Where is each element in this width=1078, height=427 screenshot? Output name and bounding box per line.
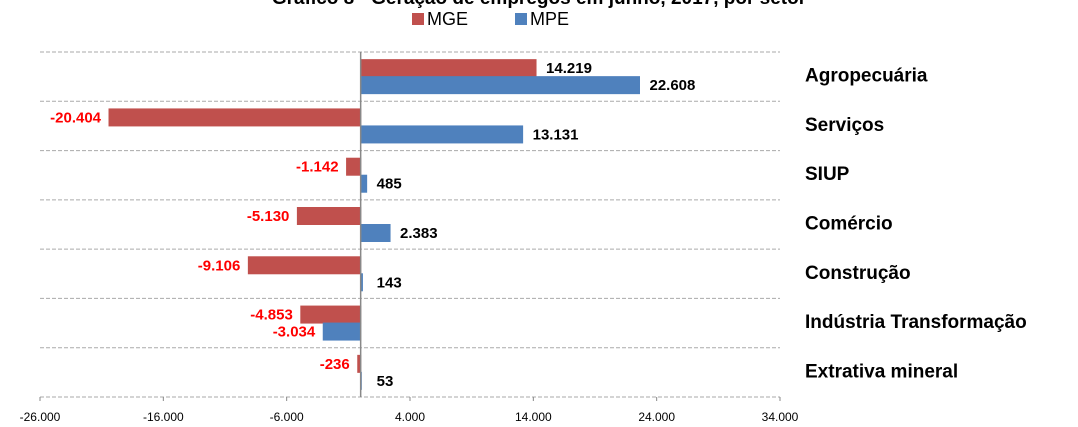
bar (360, 59, 537, 78)
value-label: -5.130 (247, 208, 290, 225)
category-label: SIUP (805, 164, 850, 185)
x-tick-label: 4.000 (395, 410, 425, 424)
x-tick-label: -6.000 (270, 410, 304, 424)
legend-swatch (515, 13, 527, 25)
bar (360, 224, 391, 242)
bar (300, 305, 362, 324)
value-label: 2.383 (400, 225, 438, 242)
category-label: Agropecuária (805, 66, 928, 87)
value-label: 53 (377, 373, 394, 390)
bar (360, 125, 524, 144)
value-label: -1.142 (296, 159, 339, 176)
value-label: 143 (377, 274, 402, 291)
category-label: Construção (805, 263, 911, 284)
legend-label: MGE (427, 9, 468, 29)
value-label: 14.219 (546, 60, 592, 77)
chart-title: Gráfico 8 - Geração de empregos em junho… (272, 0, 807, 9)
bar (346, 157, 362, 176)
bar (108, 108, 362, 127)
category-label: Extrativa mineral (805, 361, 958, 382)
category-label: Comércio (805, 214, 893, 235)
bar (360, 76, 640, 95)
value-label: -9.106 (198, 257, 241, 274)
value-label: -20.404 (50, 109, 102, 126)
value-label: -3.034 (273, 324, 316, 341)
x-tick-label: 34.000 (762, 410, 799, 424)
value-label: -4.853 (250, 307, 293, 324)
value-label: -236 (320, 356, 350, 373)
x-tick-label: 24.000 (638, 410, 675, 424)
value-label: 485 (377, 176, 402, 193)
bar (360, 174, 368, 193)
legend-swatch (412, 13, 424, 25)
value-label: 22.608 (649, 77, 695, 94)
bar (322, 322, 362, 341)
x-tick-label: -16.000 (143, 410, 184, 424)
x-tick-label: 14.000 (515, 410, 552, 424)
x-tick-label: -26.000 (20, 410, 61, 424)
category-label: Serviços (805, 115, 884, 136)
category-label: Indústria Transformação (805, 312, 1027, 333)
value-label: 13.131 (533, 126, 579, 143)
bar (296, 207, 362, 225)
legend-label: MPE (530, 9, 569, 29)
bar (247, 256, 362, 275)
